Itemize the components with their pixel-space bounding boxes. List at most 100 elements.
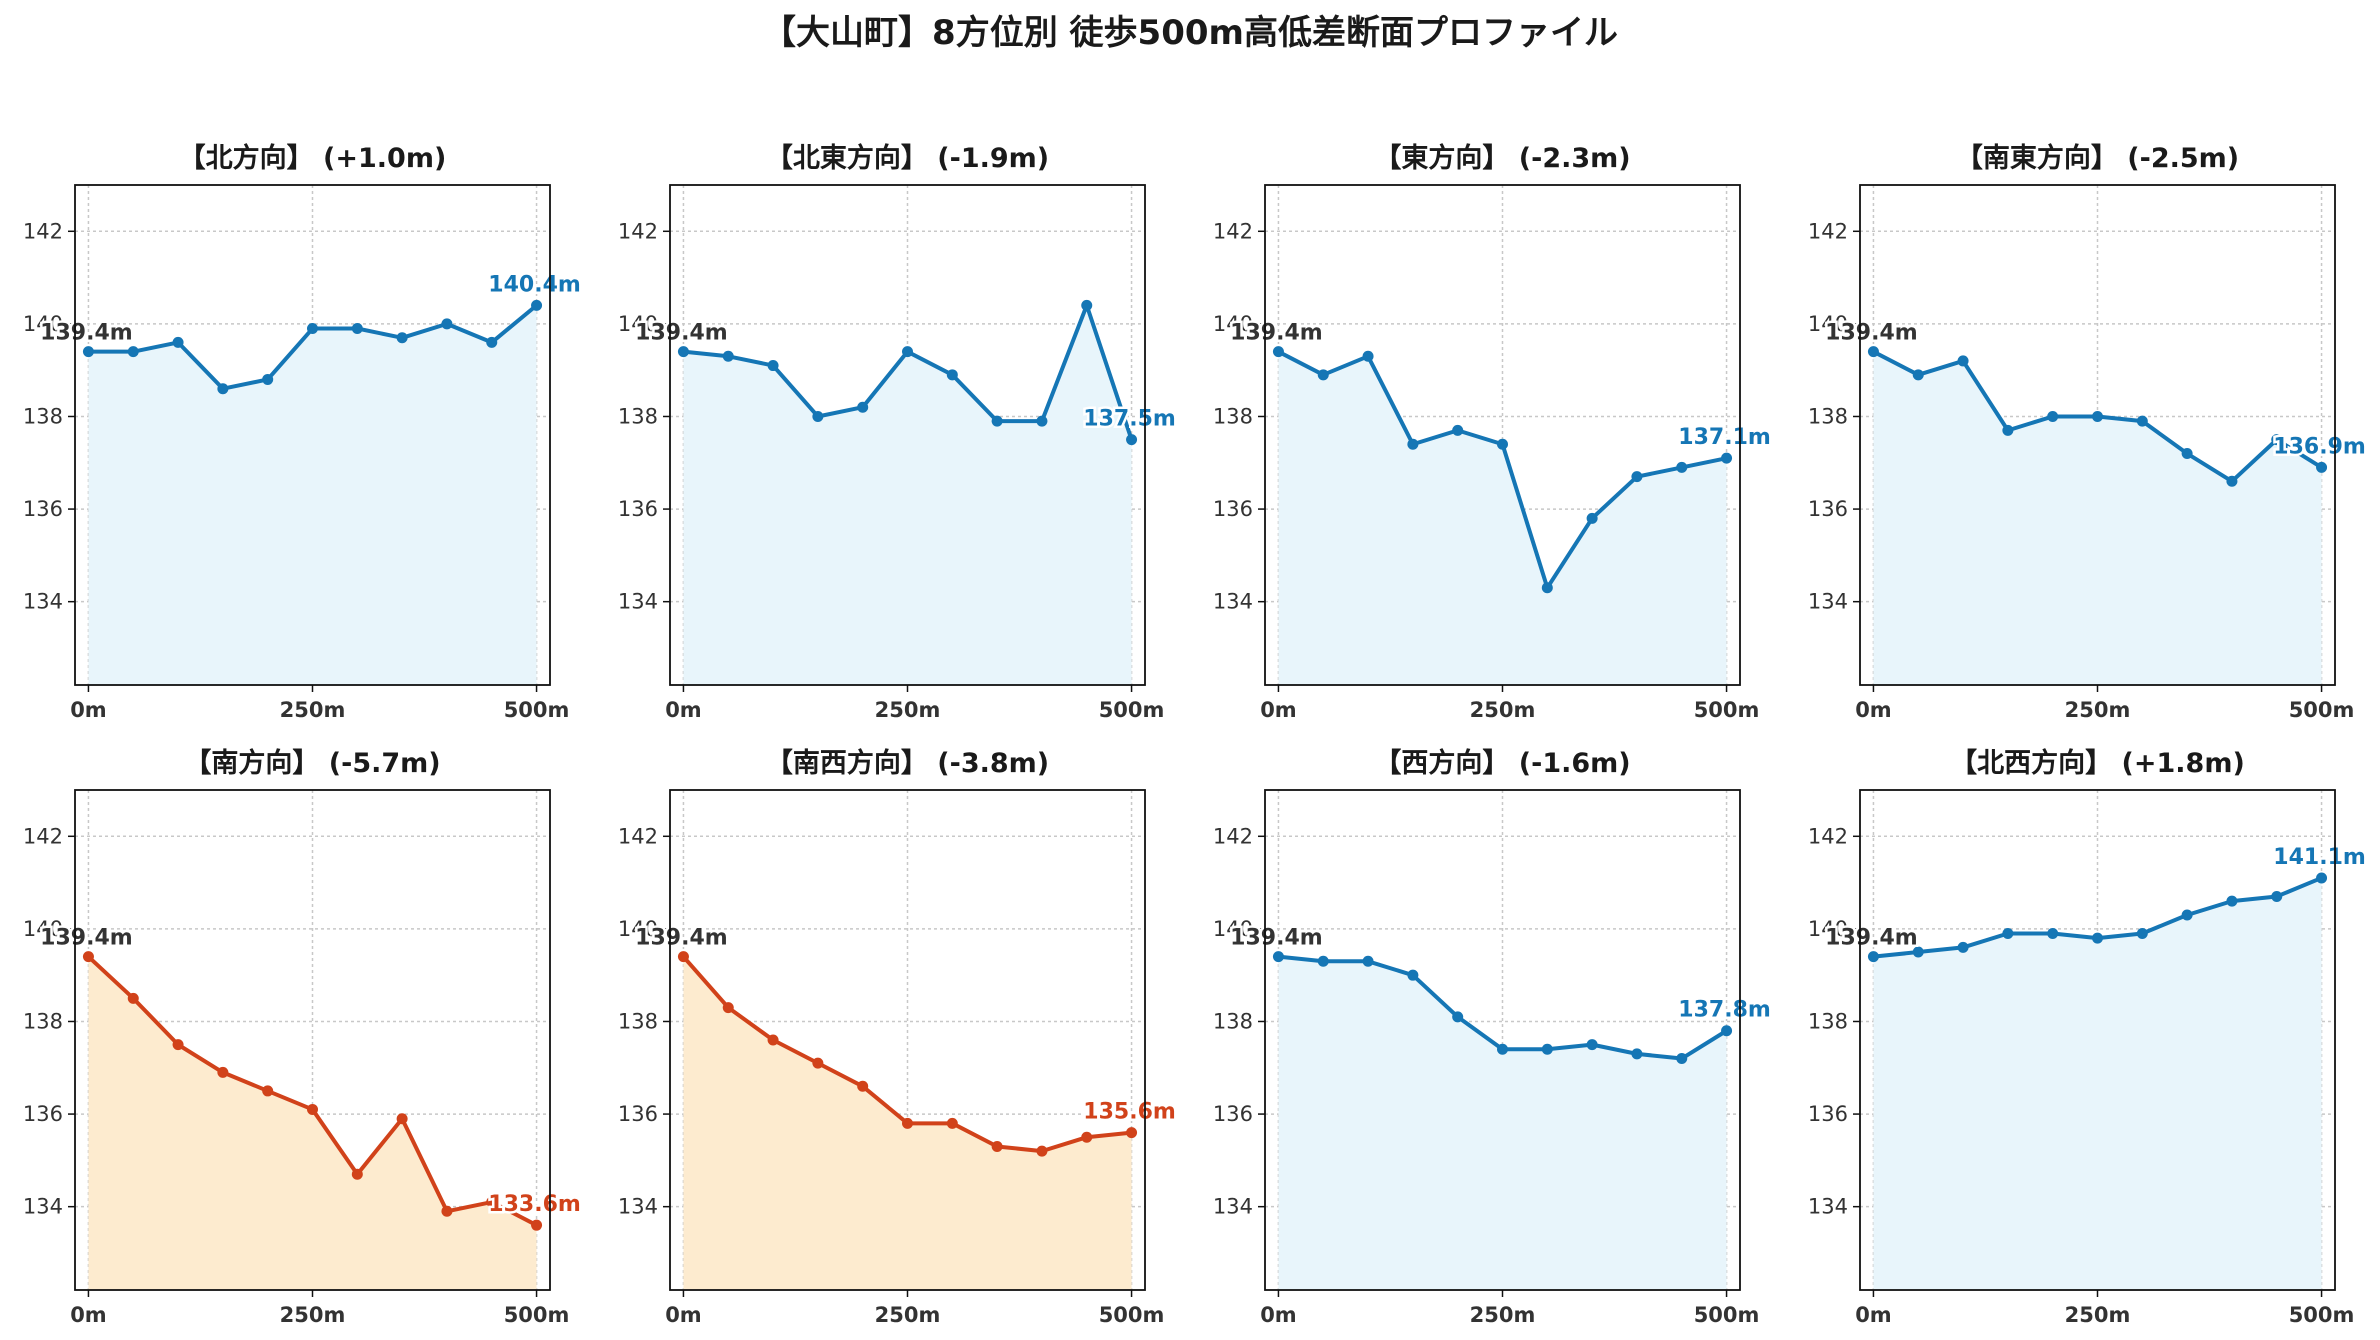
data-point xyxy=(677,346,689,358)
y-tick-label: 142 xyxy=(1213,824,1253,848)
data-point xyxy=(172,336,184,348)
axes-frame xyxy=(1264,789,1741,1291)
x-tick-label: 0m xyxy=(1855,1303,1892,1327)
data-point xyxy=(1452,1011,1464,1023)
data-point xyxy=(812,1057,824,1069)
y-tick-label: 138 xyxy=(23,404,63,428)
y-tick-label: 136 xyxy=(618,497,658,521)
start-value-label: 139.4m xyxy=(635,926,728,951)
data-point xyxy=(127,346,139,358)
chart-panel: 【南方向】 (-5.7m) 134 136 138 140 142 0m 250m 500m 13… xyxy=(23,747,583,1327)
data-point xyxy=(902,1117,913,1129)
y-tick-label: 134 xyxy=(1808,590,1848,614)
data-point xyxy=(2002,424,2014,436)
chart-panel: 【西方向】 (-1.6m) 134 136 138 140 142 0m 250m 500m 13… xyxy=(1213,747,1773,1327)
data-point xyxy=(857,1080,869,1092)
chart-panel: 【東方向】 (-2.3m) 134 136 138 140 142 0m 250m 500m 13… xyxy=(1213,142,1773,722)
y-tick-label: 142 xyxy=(1808,824,1848,848)
y-tick-label: 136 xyxy=(23,497,63,521)
data-point xyxy=(1676,461,1688,473)
end-value-label: 136.9m xyxy=(2273,434,2366,459)
start-value-label: 139.4m xyxy=(1230,926,1323,951)
x-tick-label: 0m xyxy=(1260,1303,1297,1327)
y-tick-label: 138 xyxy=(1213,404,1253,428)
axes-frame xyxy=(669,789,1146,1291)
x-tick-label: 0m xyxy=(665,698,702,722)
end-value-label: 135.6m xyxy=(1083,1100,1176,1125)
data-point xyxy=(767,360,779,372)
end-value-label: 137.5m xyxy=(1083,407,1176,432)
panel-title: 【東方向】 (-2.3m) xyxy=(1374,142,1630,174)
data-point xyxy=(991,1140,1003,1152)
panel-title: 【南西方向】 (-3.8m) xyxy=(766,747,1049,779)
data-point xyxy=(2136,928,2148,940)
figure-title: 【大山町】8方位別 徒歩500m高低差断面プロファイル xyxy=(762,13,1618,53)
data-point xyxy=(2047,410,2059,422)
data-point xyxy=(531,1219,543,1231)
chart-panel: 【北西方向】 (+1.8m) 134 136 138 140 142 0m 250m 500m 1… xyxy=(1808,747,2368,1327)
data-point xyxy=(1721,1025,1733,1037)
data-point xyxy=(902,346,913,358)
y-tick-label: 142 xyxy=(1213,219,1253,243)
y-tick-label: 142 xyxy=(618,219,658,243)
start-value-label: 139.4m xyxy=(40,321,133,346)
end-value-label: 137.8m xyxy=(1678,998,1771,1023)
axes-frame xyxy=(669,184,1146,686)
data-point xyxy=(2181,448,2193,460)
data-point xyxy=(1362,350,1374,362)
y-tick-label: 140 xyxy=(618,312,658,336)
x-tick-label: 500m xyxy=(1694,1303,1760,1327)
y-tick-label: 138 xyxy=(1213,1009,1253,1033)
data-point xyxy=(262,1085,274,1097)
data-point xyxy=(1541,582,1553,594)
y-tick-label: 134 xyxy=(618,590,658,614)
x-tick-label: 250m xyxy=(1470,698,1536,722)
data-point xyxy=(396,1113,408,1125)
data-point xyxy=(1036,1145,1048,1157)
panel-title: 【西方向】 (-1.6m) xyxy=(1374,747,1630,779)
data-point xyxy=(1912,369,1924,381)
data-point xyxy=(1317,955,1329,967)
data-point xyxy=(2136,415,2148,427)
x-tick-label: 500m xyxy=(2289,698,2355,722)
y-tick-label: 138 xyxy=(1808,1009,1848,1033)
data-point xyxy=(1362,955,1374,967)
y-tick-label: 140 xyxy=(1808,917,1848,941)
data-point xyxy=(812,410,824,422)
panel-grid: 【北方向】 (+1.0m) 134 136 138 140 142 0m 250m 500m 13… xyxy=(23,142,2368,1327)
axes-frame xyxy=(1859,789,2336,1291)
end-value-label: 141.1m xyxy=(2273,845,2366,870)
data-point xyxy=(1957,941,1969,953)
data-point xyxy=(946,369,958,381)
y-tick-label: 142 xyxy=(618,824,658,848)
data-point xyxy=(1912,946,1924,958)
data-point xyxy=(1452,424,1464,436)
data-point xyxy=(1497,438,1508,450)
data-point xyxy=(1272,951,1284,963)
data-point xyxy=(1081,1131,1093,1143)
data-point xyxy=(82,346,94,358)
start-value-label: 139.4m xyxy=(1230,321,1323,346)
data-point xyxy=(2092,410,2103,422)
data-point xyxy=(767,1034,779,1046)
x-tick-label: 0m xyxy=(70,698,107,722)
y-tick-label: 138 xyxy=(618,1009,658,1033)
x-tick-label: 250m xyxy=(1470,1303,1536,1327)
data-point xyxy=(127,992,139,1004)
data-point xyxy=(857,401,869,413)
y-tick-label: 134 xyxy=(1808,1195,1848,1219)
data-point xyxy=(722,350,734,362)
x-tick-label: 500m xyxy=(1099,1303,1165,1327)
y-tick-label: 134 xyxy=(1213,1195,1253,1219)
data-point xyxy=(441,318,453,330)
x-tick-label: 0m xyxy=(1260,698,1297,722)
data-point xyxy=(217,383,229,395)
y-tick-label: 140 xyxy=(1213,917,1253,941)
data-point xyxy=(1631,1048,1643,1060)
y-tick-label: 140 xyxy=(618,917,658,941)
data-point xyxy=(486,1196,498,1208)
x-tick-label: 500m xyxy=(504,1303,570,1327)
data-point xyxy=(1317,369,1329,381)
x-tick-label: 500m xyxy=(1099,698,1165,722)
data-point xyxy=(172,1039,184,1051)
